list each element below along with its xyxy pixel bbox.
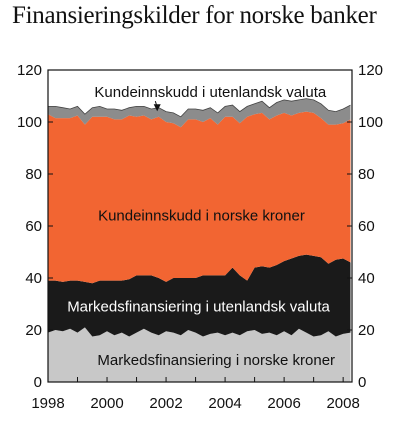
- y-tick-label-left: 100: [17, 114, 42, 131]
- series-area-1: Markedsfinansiering i norske kroner: [48, 327, 351, 382]
- series-area-4: Kundeinnskudd i utenlandsk valuta: [48, 98, 351, 128]
- band-label-4: Markedsfinansiering i norske kroner: [97, 352, 335, 369]
- annotation-arrowhead: [153, 104, 161, 112]
- y-tick-label-right: 80: [358, 166, 375, 183]
- x-tick-label: 1998: [31, 395, 64, 412]
- y-tick-label-left: 120: [17, 62, 42, 79]
- x-tick-label: 2008: [326, 395, 359, 412]
- x-tick-label: 2002: [149, 395, 182, 412]
- stack-top-line: [48, 98, 351, 118]
- band-label-2: Kundeinnskudd i norske kroner: [98, 208, 305, 225]
- x-tick-label: 2006: [267, 395, 300, 412]
- chart-title: Finansieringskilder for norske banker: [12, 2, 377, 29]
- y-tick-label-right: 120: [358, 62, 383, 79]
- band-label-3: Markedsfinansiering i utenlandsk valuta: [67, 299, 330, 316]
- x-tick-label: 2004: [208, 395, 241, 412]
- band-label-1: Kundeinnskudd i utenlandsk valuta: [94, 84, 326, 101]
- series-area-3: Kundeinnskudd i norske kroner: [48, 111, 351, 284]
- y-tick-label-left: 40: [25, 270, 42, 287]
- y-tick-label-left: 80: [25, 166, 42, 183]
- y-tick-label-right: 60: [358, 218, 375, 235]
- y-tick-label-left: 20: [25, 322, 42, 339]
- y-tick-label-left: 60: [25, 218, 42, 235]
- y-tick-label-right: 40: [358, 270, 375, 287]
- y-tick-label-right: 20: [358, 322, 375, 339]
- x-tick-label: 2000: [90, 395, 123, 412]
- y-tick-label-right: 0: [358, 374, 366, 391]
- series-area-2: Markedsfinansiering i utenlandsk valuta: [48, 254, 351, 337]
- y-tick-label-right: 100: [358, 114, 383, 131]
- y-tick-label-left: 0: [34, 374, 42, 391]
